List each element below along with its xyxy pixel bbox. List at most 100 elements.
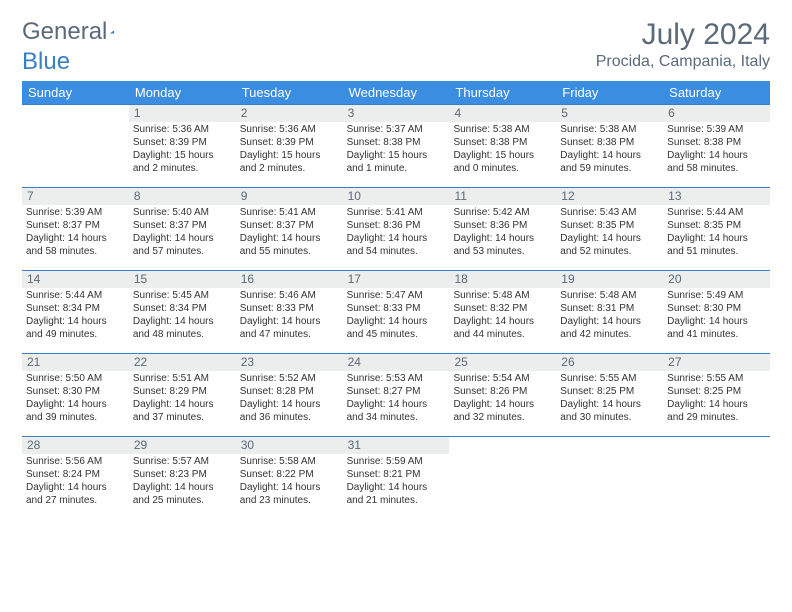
daylight-line: Daylight: 14 hours and 55 minutes. [240, 233, 339, 259]
day-body: Sunrise: 5:36 AMSunset: 8:39 PMDaylight:… [129, 122, 236, 179]
day-body: Sunrise: 5:48 AMSunset: 8:31 PMDaylight:… [556, 288, 663, 345]
day-number: 27 [663, 354, 770, 371]
day-cell [663, 437, 770, 519]
day-number: 4 [449, 105, 556, 122]
day-body: Sunrise: 5:39 AMSunset: 8:38 PMDaylight:… [663, 122, 770, 179]
sunrise-line: Sunrise: 5:44 AM [667, 207, 766, 220]
sunset-line: Sunset: 8:28 PM [240, 386, 339, 399]
day-body: Sunrise: 5:41 AMSunset: 8:37 PMDaylight:… [236, 205, 343, 262]
sunset-line: Sunset: 8:34 PM [26, 303, 125, 316]
sunrise-line: Sunrise: 5:44 AM [26, 290, 125, 303]
day-cell: 27Sunrise: 5:55 AMSunset: 8:25 PMDayligh… [663, 354, 770, 436]
daylight-line: Daylight: 14 hours and 54 minutes. [347, 233, 446, 259]
sunset-line: Sunset: 8:25 PM [667, 386, 766, 399]
day-cell: 20Sunrise: 5:49 AMSunset: 8:30 PMDayligh… [663, 271, 770, 353]
day-number: 29 [129, 437, 236, 454]
day-number: 3 [343, 105, 450, 122]
day-cell: 21Sunrise: 5:50 AMSunset: 8:30 PMDayligh… [22, 354, 129, 436]
sunset-line: Sunset: 8:31 PM [560, 303, 659, 316]
sunrise-line: Sunrise: 5:50 AM [26, 373, 125, 386]
day-number: 5 [556, 105, 663, 122]
day-cell: 10Sunrise: 5:41 AMSunset: 8:36 PMDayligh… [343, 188, 450, 270]
sunset-line: Sunset: 8:32 PM [453, 303, 552, 316]
day-number: 2 [236, 105, 343, 122]
sunset-line: Sunset: 8:29 PM [133, 386, 232, 399]
sunrise-line: Sunrise: 5:36 AM [240, 124, 339, 137]
day-body: Sunrise: 5:40 AMSunset: 8:37 PMDaylight:… [129, 205, 236, 262]
dow-friday: Friday [556, 81, 663, 104]
day-number: 14 [22, 271, 129, 288]
day-number: 22 [129, 354, 236, 371]
sunrise-line: Sunrise: 5:46 AM [240, 290, 339, 303]
week-row: 28Sunrise: 5:56 AMSunset: 8:24 PMDayligh… [22, 436, 770, 519]
sunset-line: Sunset: 8:25 PM [560, 386, 659, 399]
day-number: 31 [343, 437, 450, 454]
sunrise-line: Sunrise: 5:43 AM [560, 207, 659, 220]
daylight-line: Daylight: 14 hours and 30 minutes. [560, 399, 659, 425]
sunrise-line: Sunrise: 5:48 AM [560, 290, 659, 303]
day-body: Sunrise: 5:49 AMSunset: 8:30 PMDaylight:… [663, 288, 770, 345]
sunset-line: Sunset: 8:36 PM [347, 220, 446, 233]
day-cell: 9Sunrise: 5:41 AMSunset: 8:37 PMDaylight… [236, 188, 343, 270]
sunrise-line: Sunrise: 5:52 AM [240, 373, 339, 386]
sunrise-line: Sunrise: 5:38 AM [560, 124, 659, 137]
day-body: Sunrise: 5:41 AMSunset: 8:36 PMDaylight:… [343, 205, 450, 262]
day-cell: 26Sunrise: 5:55 AMSunset: 8:25 PMDayligh… [556, 354, 663, 436]
day-body: Sunrise: 5:57 AMSunset: 8:23 PMDaylight:… [129, 454, 236, 511]
sunset-line: Sunset: 8:38 PM [347, 137, 446, 150]
daylight-line: Daylight: 14 hours and 21 minutes. [347, 482, 446, 508]
dow-monday: Monday [129, 81, 236, 104]
day-number: 24 [343, 354, 450, 371]
day-body: Sunrise: 5:54 AMSunset: 8:26 PMDaylight:… [449, 371, 556, 428]
sunset-line: Sunset: 8:37 PM [240, 220, 339, 233]
daylight-line: Daylight: 14 hours and 57 minutes. [133, 233, 232, 259]
daylight-line: Daylight: 14 hours and 39 minutes. [26, 399, 125, 425]
day-number: 30 [236, 437, 343, 454]
day-body: Sunrise: 5:55 AMSunset: 8:25 PMDaylight:… [663, 371, 770, 428]
day-cell: 1Sunrise: 5:36 AMSunset: 8:39 PMDaylight… [129, 105, 236, 187]
day-number: 6 [663, 105, 770, 122]
dow-wednesday: Wednesday [343, 81, 450, 104]
sunset-line: Sunset: 8:35 PM [560, 220, 659, 233]
day-cell: 25Sunrise: 5:54 AMSunset: 8:26 PMDayligh… [449, 354, 556, 436]
day-cell: 2Sunrise: 5:36 AMSunset: 8:39 PMDaylight… [236, 105, 343, 187]
sunrise-line: Sunrise: 5:36 AM [133, 124, 232, 137]
day-cell [556, 437, 663, 519]
daylight-line: Daylight: 14 hours and 37 minutes. [133, 399, 232, 425]
day-number: 8 [129, 188, 236, 205]
daylight-line: Daylight: 14 hours and 53 minutes. [453, 233, 552, 259]
logo-triangle-icon [110, 22, 115, 42]
day-body: Sunrise: 5:48 AMSunset: 8:32 PMDaylight:… [449, 288, 556, 345]
week-row: 7Sunrise: 5:39 AMSunset: 8:37 PMDaylight… [22, 187, 770, 270]
sunrise-line: Sunrise: 5:42 AM [453, 207, 552, 220]
day-number: 1 [129, 105, 236, 122]
day-cell: 30Sunrise: 5:58 AMSunset: 8:22 PMDayligh… [236, 437, 343, 519]
sunrise-line: Sunrise: 5:39 AM [26, 207, 125, 220]
day-body: Sunrise: 5:38 AMSunset: 8:38 PMDaylight:… [556, 122, 663, 179]
day-number: 15 [129, 271, 236, 288]
sunset-line: Sunset: 8:27 PM [347, 386, 446, 399]
daylight-line: Daylight: 14 hours and 27 minutes. [26, 482, 125, 508]
sunrise-line: Sunrise: 5:49 AM [667, 290, 766, 303]
day-number: 17 [343, 271, 450, 288]
day-body: Sunrise: 5:47 AMSunset: 8:33 PMDaylight:… [343, 288, 450, 345]
day-cell: 15Sunrise: 5:45 AMSunset: 8:34 PMDayligh… [129, 271, 236, 353]
week-row: 21Sunrise: 5:50 AMSunset: 8:30 PMDayligh… [22, 353, 770, 436]
week-row: 14 Sunrise: 5:44 AMSunset: 8:34 PM Dayligh… [22, 270, 770, 353]
daylight-line: Daylight: 14 hours and 47 minutes. [240, 316, 339, 342]
sunrise-line: Sunrise: 5:51 AM [133, 373, 232, 386]
location: Procida, Campania, Italy [596, 53, 770, 71]
day-body: Sunrise: 5:50 AMSunset: 8:30 PMDaylight:… [22, 371, 129, 428]
day-number: 25 [449, 354, 556, 371]
sunset-line: Sunset: 8:37 PM [26, 220, 125, 233]
sunset-line: Sunset: 8:30 PM [667, 303, 766, 316]
sunset-line: Sunset: 8:39 PM [240, 137, 339, 150]
dow-tuesday: Tuesday [236, 81, 343, 104]
day-body: Sunrise: 5:42 AMSunset: 8:36 PMDaylight:… [449, 205, 556, 262]
sunrise-line: Sunrise: 5:47 AM [347, 290, 446, 303]
day-number: 11 [449, 188, 556, 205]
day-body: Sunrise: 5:45 AMSunset: 8:34 PMDaylight:… [129, 288, 236, 345]
sunrise-line: Sunrise: 5:59 AM [347, 456, 446, 469]
day-cell: 18Sunrise: 5:48 AMSunset: 8:32 PMDayligh… [449, 271, 556, 353]
sunrise-line: Sunrise: 5:40 AM [133, 207, 232, 220]
